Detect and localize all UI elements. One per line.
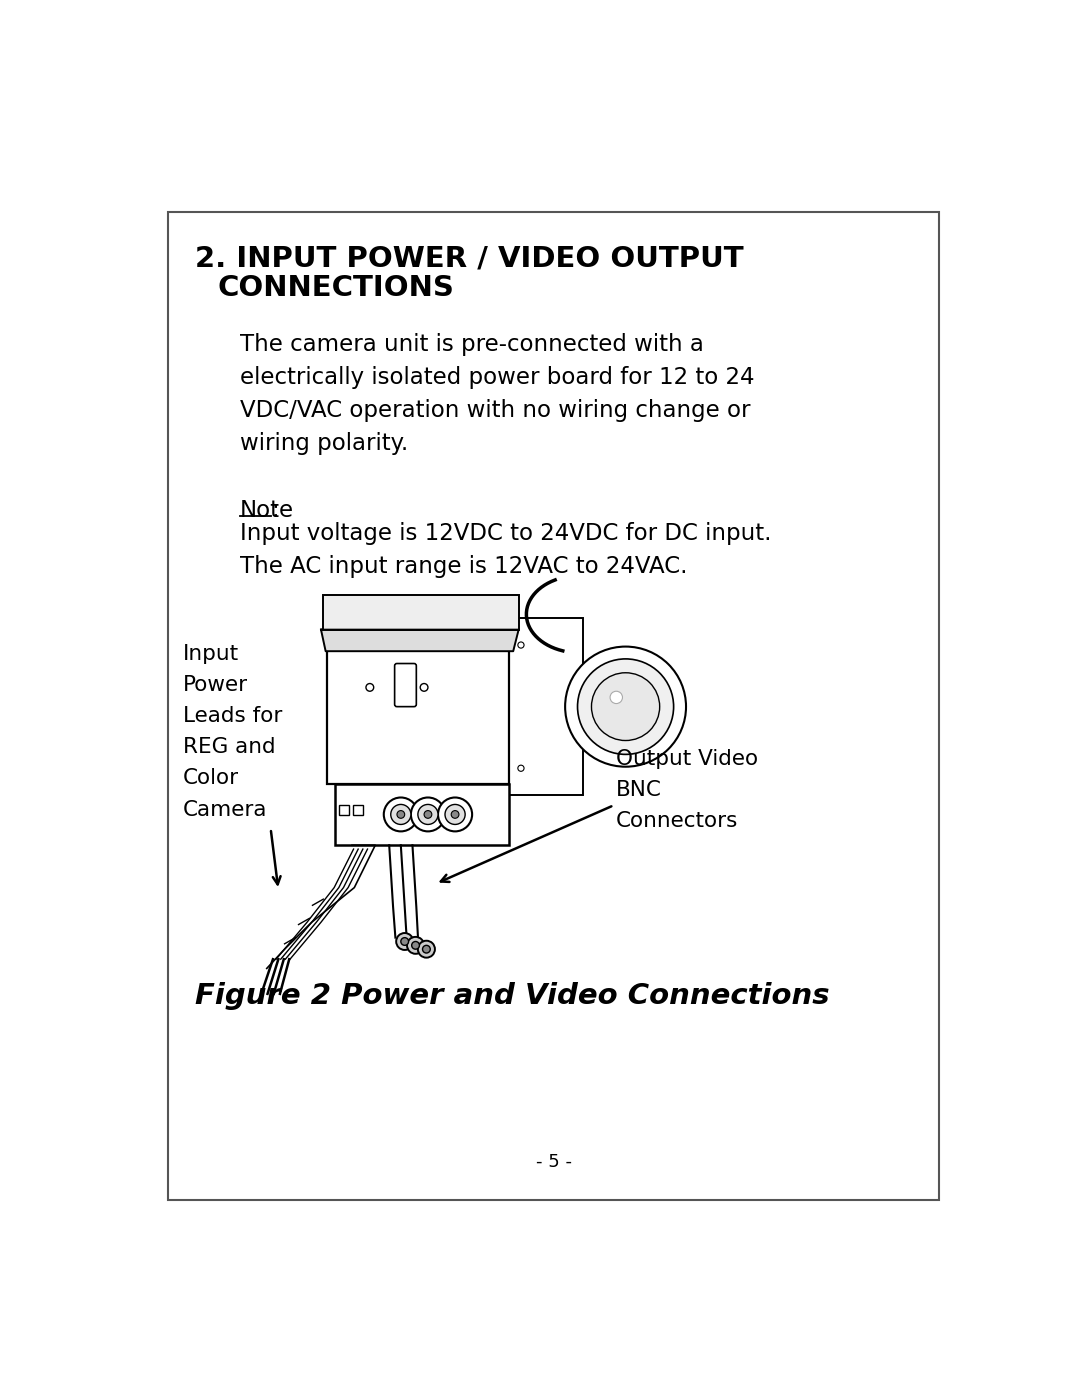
Bar	[335, 784, 510, 845]
Circle shape	[391, 805, 410, 824]
Circle shape	[424, 810, 432, 819]
Circle shape	[422, 946, 430, 953]
Circle shape	[565, 647, 686, 767]
Bar	[323, 595, 519, 630]
Circle shape	[407, 937, 424, 954]
Circle shape	[418, 805, 438, 824]
Circle shape	[420, 683, 428, 692]
Circle shape	[592, 673, 660, 740]
Circle shape	[517, 766, 524, 771]
Bar	[510, 617, 583, 795]
Bar	[327, 630, 510, 784]
Text: The camera unit is pre-connected with a
electrically isolated power board for 12: The camera unit is pre-connected with a …	[240, 334, 754, 455]
Circle shape	[410, 798, 445, 831]
Text: Input voltage is 12VDC to 24VDC for DC input.
The AC input range is 12VAC to 24V: Input voltage is 12VDC to 24VDC for DC i…	[240, 522, 771, 578]
Circle shape	[366, 683, 374, 692]
Text: Figure 2 Power and Video Connections: Figure 2 Power and Video Connections	[195, 982, 831, 1010]
FancyBboxPatch shape	[394, 664, 416, 707]
Text: :: :	[271, 499, 279, 521]
Circle shape	[418, 940, 435, 958]
Bar	[339, 805, 349, 816]
Circle shape	[383, 798, 418, 831]
Text: Output Video
BNC
Connectors: Output Video BNC Connectors	[616, 749, 758, 831]
Polygon shape	[321, 630, 518, 651]
Circle shape	[517, 643, 524, 648]
Circle shape	[578, 659, 674, 754]
Circle shape	[396, 933, 414, 950]
Text: CONNECTIONS: CONNECTIONS	[217, 274, 454, 302]
Circle shape	[411, 942, 419, 949]
Text: Input
Power
Leads for
REG and
Color
Camera: Input Power Leads for REG and Color Came…	[183, 644, 283, 820]
Circle shape	[445, 805, 465, 824]
Circle shape	[438, 798, 472, 831]
Circle shape	[610, 692, 622, 704]
Bar	[353, 805, 363, 816]
Circle shape	[397, 810, 405, 819]
Circle shape	[451, 810, 459, 819]
Text: - 5 -: - 5 -	[536, 1154, 571, 1171]
Circle shape	[401, 937, 408, 946]
Text: 2. INPUT POWER / VIDEO OUTPUT: 2. INPUT POWER / VIDEO OUTPUT	[195, 244, 744, 272]
Text: Note: Note	[240, 499, 294, 521]
